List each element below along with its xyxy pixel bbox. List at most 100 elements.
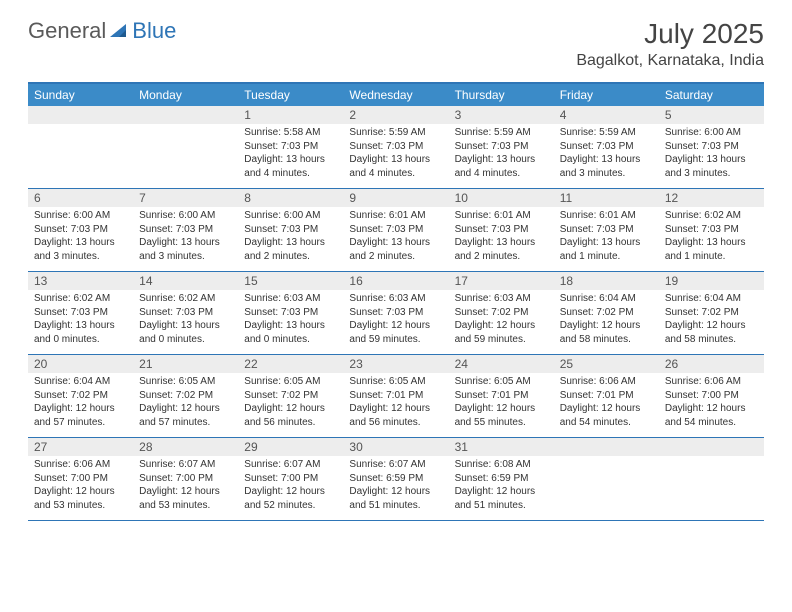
sunrise-text: Sunrise: 6:04 AM <box>560 292 653 306</box>
sunset-text: Sunset: 7:00 PM <box>244 472 337 486</box>
day-cell: Sunrise: 6:01 AMSunset: 7:03 PMDaylight:… <box>449 207 554 271</box>
day-header: Wednesday <box>343 84 448 106</box>
location-text: Bagalkot, Karnataka, India <box>576 52 764 70</box>
sunset-text: Sunset: 7:01 PM <box>349 389 442 403</box>
logo-text-general: General <box>28 18 106 44</box>
day-number: 9 <box>343 189 448 207</box>
daylight-text: Daylight: 12 hours and 52 minutes. <box>244 485 337 512</box>
sunrise-text: Sunrise: 5:59 AM <box>560 126 653 140</box>
sunrise-text: Sunrise: 6:06 AM <box>34 458 127 472</box>
day-cell: Sunrise: 6:08 AMSunset: 6:59 PMDaylight:… <box>449 456 554 520</box>
sunrise-text: Sunrise: 6:00 AM <box>139 209 232 223</box>
day-number <box>28 106 133 124</box>
day-cell: Sunrise: 6:06 AMSunset: 7:00 PMDaylight:… <box>28 456 133 520</box>
day-number: 12 <box>659 189 764 207</box>
day-number: 26 <box>659 355 764 373</box>
daylight-text: Daylight: 12 hours and 53 minutes. <box>34 485 127 512</box>
daylight-text: Daylight: 13 hours and 2 minutes. <box>244 236 337 263</box>
day-cell: Sunrise: 6:01 AMSunset: 7:03 PMDaylight:… <box>554 207 659 271</box>
sunrise-text: Sunrise: 5:59 AM <box>349 126 442 140</box>
day-cell: Sunrise: 6:00 AMSunset: 7:03 PMDaylight:… <box>659 124 764 188</box>
sunset-text: Sunset: 7:02 PM <box>244 389 337 403</box>
day-cell: Sunrise: 6:04 AMSunset: 7:02 PMDaylight:… <box>554 290 659 354</box>
day-number: 19 <box>659 272 764 290</box>
sunset-text: Sunset: 7:03 PM <box>34 306 127 320</box>
day-cell: Sunrise: 6:05 AMSunset: 7:02 PMDaylight:… <box>133 373 238 437</box>
day-header: Friday <box>554 84 659 106</box>
day-cell <box>133 124 238 188</box>
day-number: 13 <box>28 272 133 290</box>
day-number: 7 <box>133 189 238 207</box>
title-block: July 2025 Bagalkot, Karnataka, India <box>576 18 764 70</box>
sunset-text: Sunset: 7:01 PM <box>560 389 653 403</box>
sunset-text: Sunset: 7:03 PM <box>34 223 127 237</box>
day-cell: Sunrise: 6:07 AMSunset: 6:59 PMDaylight:… <box>343 456 448 520</box>
day-header: Monday <box>133 84 238 106</box>
sunrise-text: Sunrise: 6:06 AM <box>665 375 758 389</box>
daylight-text: Daylight: 12 hours and 56 minutes. <box>349 402 442 429</box>
daylight-text: Daylight: 13 hours and 3 minutes. <box>139 236 232 263</box>
daylight-text: Daylight: 13 hours and 0 minutes. <box>139 319 232 346</box>
day-header-row: Sunday Monday Tuesday Wednesday Thursday… <box>28 84 764 106</box>
sunset-text: Sunset: 7:02 PM <box>665 306 758 320</box>
sunrise-text: Sunrise: 6:03 AM <box>455 292 548 306</box>
sunset-text: Sunset: 7:03 PM <box>665 140 758 154</box>
sunrise-text: Sunrise: 6:05 AM <box>139 375 232 389</box>
logo-triangle-icon <box>110 21 130 42</box>
sunset-text: Sunset: 7:03 PM <box>139 306 232 320</box>
day-cell: Sunrise: 6:07 AMSunset: 7:00 PMDaylight:… <box>238 456 343 520</box>
day-header: Tuesday <box>238 84 343 106</box>
day-header: Sunday <box>28 84 133 106</box>
sunset-text: Sunset: 7:03 PM <box>244 223 337 237</box>
day-number: 3 <box>449 106 554 124</box>
sunrise-text: Sunrise: 6:07 AM <box>244 458 337 472</box>
sunset-text: Sunset: 7:03 PM <box>349 306 442 320</box>
sunset-text: Sunset: 7:02 PM <box>34 389 127 403</box>
daylight-text: Daylight: 12 hours and 58 minutes. <box>560 319 653 346</box>
day-number: 23 <box>343 355 448 373</box>
calendar: Sunday Monday Tuesday Wednesday Thursday… <box>28 82 764 521</box>
sunset-text: Sunset: 7:03 PM <box>455 140 548 154</box>
sunset-text: Sunset: 7:03 PM <box>349 140 442 154</box>
calendar-week: 2728293031Sunrise: 6:06 AMSunset: 7:00 P… <box>28 438 764 521</box>
day-number: 17 <box>449 272 554 290</box>
logo-text-blue: Blue <box>132 18 176 44</box>
daylight-text: Daylight: 12 hours and 56 minutes. <box>244 402 337 429</box>
day-cell: Sunrise: 6:00 AMSunset: 7:03 PMDaylight:… <box>28 207 133 271</box>
day-number: 27 <box>28 438 133 456</box>
daylight-text: Daylight: 12 hours and 57 minutes. <box>34 402 127 429</box>
sunset-text: Sunset: 7:03 PM <box>244 140 337 154</box>
day-cell: Sunrise: 6:05 AMSunset: 7:01 PMDaylight:… <box>449 373 554 437</box>
day-cell <box>659 456 764 520</box>
day-cell: Sunrise: 6:04 AMSunset: 7:02 PMDaylight:… <box>28 373 133 437</box>
daylight-text: Daylight: 12 hours and 53 minutes. <box>139 485 232 512</box>
daylight-text: Daylight: 13 hours and 1 minute. <box>665 236 758 263</box>
day-cell: Sunrise: 5:59 AMSunset: 7:03 PMDaylight:… <box>343 124 448 188</box>
sunset-text: Sunset: 7:03 PM <box>244 306 337 320</box>
sunset-text: Sunset: 7:03 PM <box>455 223 548 237</box>
day-number: 2 <box>343 106 448 124</box>
day-cell: Sunrise: 6:03 AMSunset: 7:02 PMDaylight:… <box>449 290 554 354</box>
day-number: 10 <box>449 189 554 207</box>
day-number: 31 <box>449 438 554 456</box>
daylight-text: Daylight: 12 hours and 51 minutes. <box>349 485 442 512</box>
day-cell: Sunrise: 6:03 AMSunset: 7:03 PMDaylight:… <box>238 290 343 354</box>
sunrise-text: Sunrise: 6:07 AM <box>349 458 442 472</box>
daylight-text: Daylight: 13 hours and 4 minutes. <box>349 153 442 180</box>
calendar-week: 6789101112Sunrise: 6:00 AMSunset: 7:03 P… <box>28 189 764 272</box>
sunrise-text: Sunrise: 6:03 AM <box>244 292 337 306</box>
daylight-text: Daylight: 12 hours and 51 minutes. <box>455 485 548 512</box>
day-number: 30 <box>343 438 448 456</box>
sunset-text: Sunset: 7:00 PM <box>665 389 758 403</box>
day-number: 21 <box>133 355 238 373</box>
daylight-text: Daylight: 12 hours and 57 minutes. <box>139 402 232 429</box>
calendar-week: 13141516171819Sunrise: 6:02 AMSunset: 7:… <box>28 272 764 355</box>
day-number: 11 <box>554 189 659 207</box>
daylight-text: Daylight: 13 hours and 4 minutes. <box>455 153 548 180</box>
day-number: 24 <box>449 355 554 373</box>
sunrise-text: Sunrise: 5:58 AM <box>244 126 337 140</box>
sunset-text: Sunset: 7:03 PM <box>665 223 758 237</box>
logo: General Blue <box>28 18 176 44</box>
sunset-text: Sunset: 7:03 PM <box>349 223 442 237</box>
sunrise-text: Sunrise: 6:08 AM <box>455 458 548 472</box>
